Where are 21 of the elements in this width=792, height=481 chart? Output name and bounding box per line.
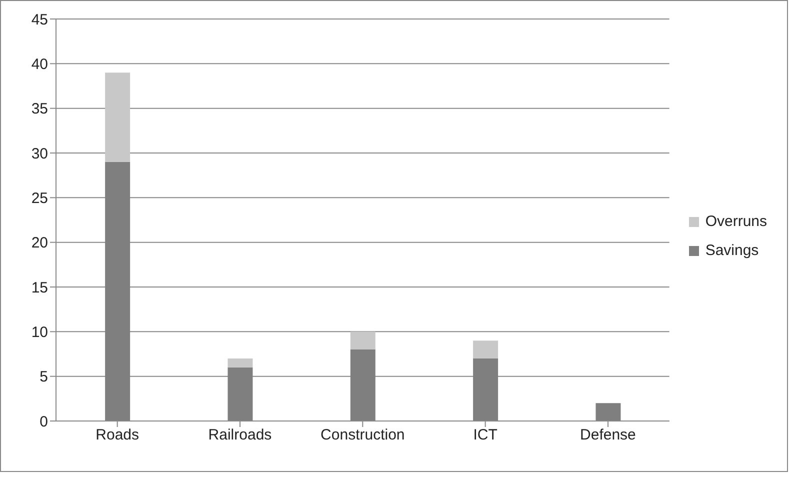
y-tick-label: 20 (31, 234, 48, 252)
bar (473, 340, 498, 358)
y-tick-label: 10 (31, 324, 48, 341)
y-tick-label: 0 (40, 413, 48, 430)
x-tick-label: Construction (320, 426, 405, 444)
legend-label: Overruns (705, 213, 767, 230)
y-tick-label: 45 (31, 11, 48, 28)
y-tick-label: 30 (31, 145, 48, 162)
y-tick-label: 35 (31, 100, 48, 118)
x-tick-label: Railroads (208, 426, 272, 444)
legend-label: Savings (705, 242, 759, 259)
bar (350, 332, 376, 350)
bar (105, 72, 130, 162)
bar (228, 358, 253, 368)
y-tick-label: 40 (31, 56, 48, 73)
x-tick-label: Roads (96, 426, 140, 444)
x-tick-label: ICT (473, 426, 498, 444)
x-tick-label: Defense (580, 426, 636, 444)
y-tick-label: 15 (31, 279, 48, 296)
y-tick-label: 25 (31, 190, 48, 207)
y-tick-label: 5 (40, 368, 48, 386)
